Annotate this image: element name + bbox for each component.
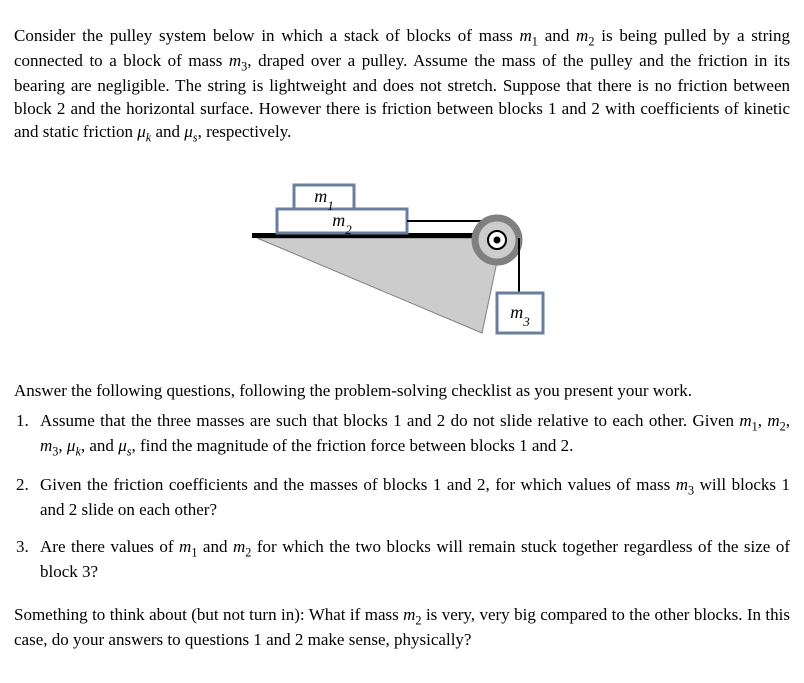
question-3: 3. Are there values of m1 and m2 for whi… [14,536,790,584]
pulley-svg: m2 m1 m3 [222,163,582,343]
question-1-text: Assume that the three masses are such th… [40,411,790,455]
pulley-hub [494,236,501,243]
pulley-figure: m2 m1 m3 [222,163,582,350]
question-3-num: 3. [16,536,29,559]
support-triangle [257,238,502,333]
question-2-text: Given the friction coefficients and the … [40,475,790,519]
question-1-num: 1. [16,410,29,433]
page: Consider the pulley system below in whic… [0,0,804,683]
question-2-num: 2. [16,474,29,497]
question-3-text: Are there values of m1 and m2 for which … [40,537,790,581]
questions-list: 1. Assume that the three masses are such… [14,410,790,584]
question-2: 2. Given the friction coefficients and t… [14,474,790,522]
question-1: 1. Assume that the three masses are such… [14,410,790,460]
intro-paragraph: Consider the pulley system below in whic… [14,25,790,146]
prompt-line: Answer the following questions, followin… [14,380,790,403]
figure-container: m2 m1 m3 [14,163,790,350]
